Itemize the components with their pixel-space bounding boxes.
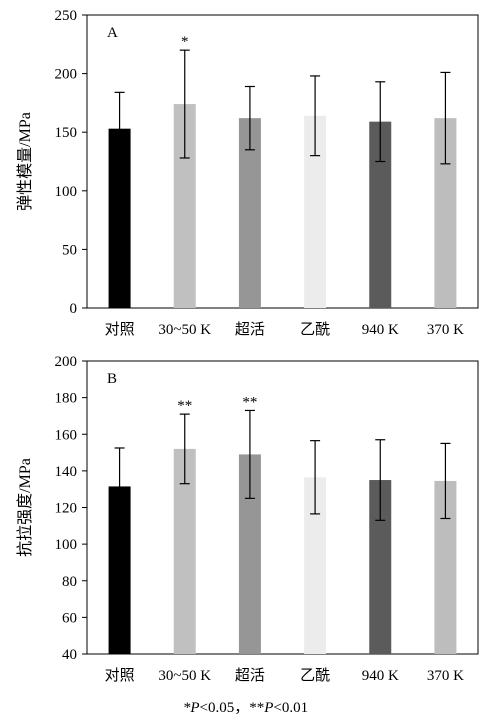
y-tick-label: 50 <box>62 242 77 258</box>
category-label: 370 K <box>427 322 464 338</box>
y-tick-label: 160 <box>55 427 78 443</box>
y-tick-label: 40 <box>62 647 77 663</box>
category-label: 30~50 K <box>158 322 211 338</box>
bar <box>108 128 131 308</box>
bar <box>304 115 327 309</box>
category-label: 940 K <box>362 668 399 684</box>
bar <box>369 480 392 654</box>
significance-marker: ** <box>242 394 257 410</box>
category-label: 对照 <box>105 667 135 684</box>
bar <box>238 118 261 308</box>
panel-a-chart: A 0 50 100 150 200 250 弹性模量/MPa 对照 * 30~50 K 超活 乙酰 94… <box>16 8 479 338</box>
significance-footnote: *P<0.05，**P<0.01 <box>182 700 309 716</box>
category-label: 超活 <box>235 667 265 684</box>
plot-frame <box>86 14 479 309</box>
y-tick-label: 200 <box>55 354 78 370</box>
y-tick-label: 150 <box>55 125 78 141</box>
category-label: 940 K <box>362 322 399 338</box>
bar <box>173 104 196 309</box>
category-label: 乙酰 <box>300 667 330 684</box>
bar <box>434 118 457 308</box>
panel-label: A <box>107 25 118 41</box>
bar <box>173 448 196 654</box>
category-label: 超活 <box>235 321 265 338</box>
y-tick-label: 100 <box>55 184 78 200</box>
bar <box>108 486 131 654</box>
bar <box>434 480 457 654</box>
panel-label: B <box>107 371 117 387</box>
bar <box>304 477 327 654</box>
y-axis-label: 抗拉强度/MPa <box>16 458 34 557</box>
y-tick-label: 60 <box>62 610 77 626</box>
y-axis-label: 弹性模量/MPa <box>16 112 34 211</box>
bar <box>238 454 261 654</box>
y-tick-label: 120 <box>55 501 78 517</box>
y-tick-label: 250 <box>55 8 78 24</box>
category-label: 30~50 K <box>158 668 211 684</box>
y-tick-label: 100 <box>55 537 78 553</box>
y-tick-label: 80 <box>62 574 77 590</box>
y-tick-label: 200 <box>55 67 78 83</box>
y-tick-label: 180 <box>55 391 78 407</box>
category-label: 对照 <box>105 321 135 338</box>
significance-marker: ** <box>177 398 192 414</box>
plot-frame <box>86 360 479 655</box>
y-tick-label: 0 <box>70 301 78 317</box>
category-label: 乙酰 <box>300 321 330 338</box>
significance-marker: * <box>181 34 189 50</box>
y-tick-label: 140 <box>55 464 78 480</box>
bar <box>369 121 392 308</box>
category-label: 370 K <box>427 668 464 684</box>
panel-b-chart: B 40 60 80 100 120 140 160 180 200 抗拉强度/MPa 对照 ** 30~… <box>16 354 479 684</box>
